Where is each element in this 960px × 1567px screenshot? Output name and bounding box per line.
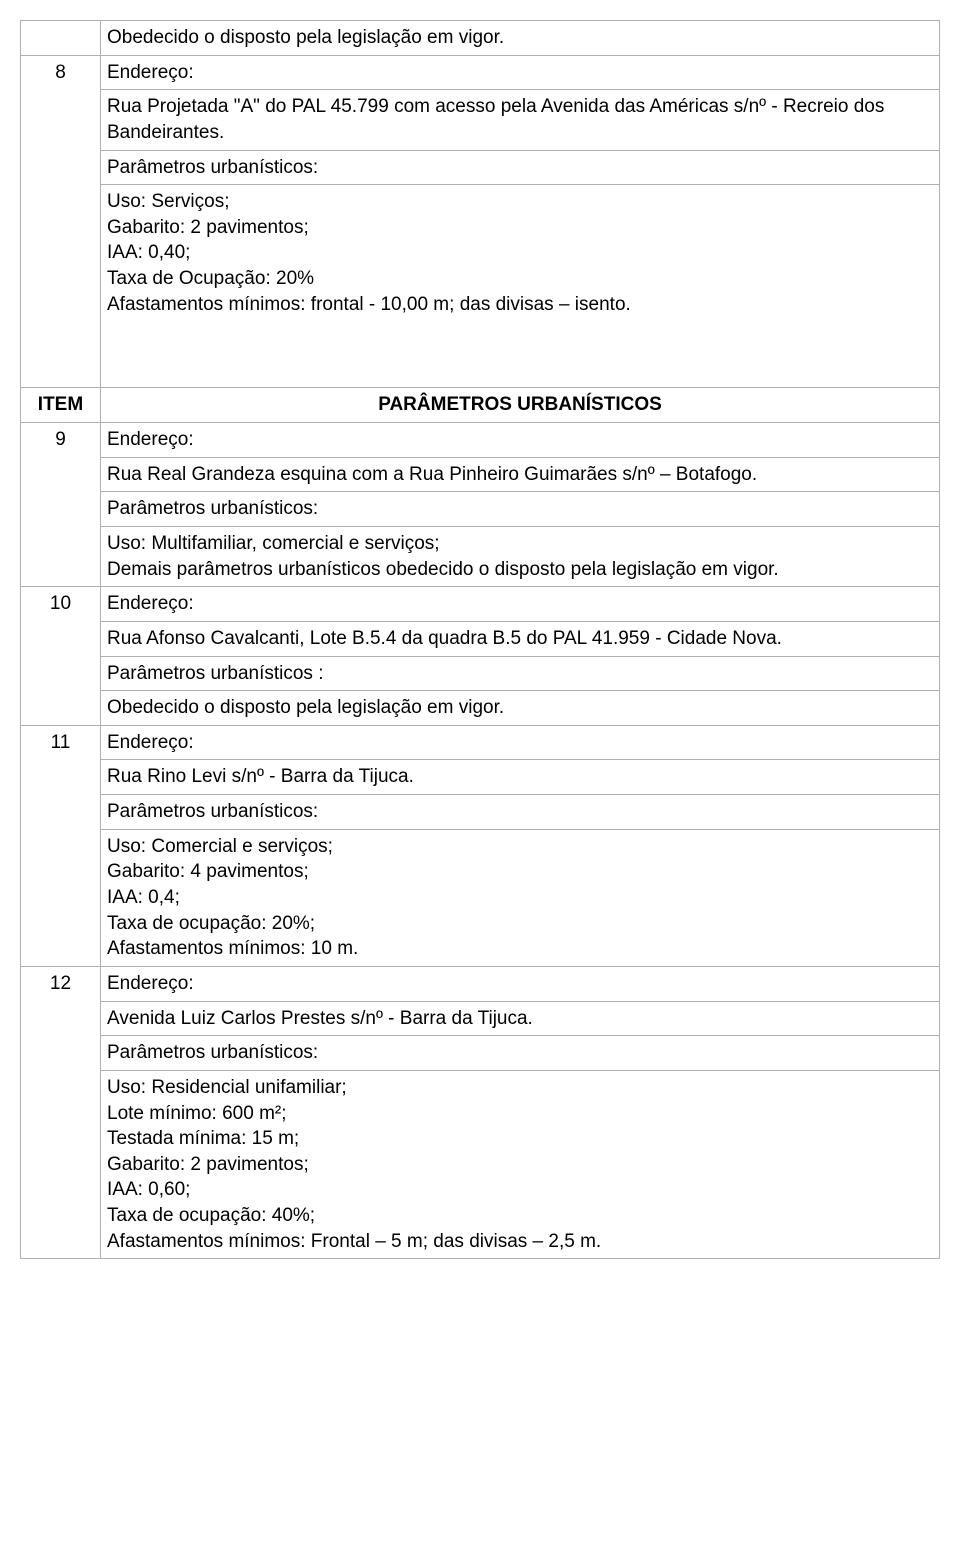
item12-params: Uso: Residencial unifamiliar; Lote mínim… xyxy=(101,1070,940,1258)
item10-param-label: Parâmetros urbanísticos : xyxy=(101,656,940,691)
item8-param-label: Parâmetros urbanísticos: xyxy=(101,150,940,185)
item10-params: Obedecido o disposto pela legislação em … xyxy=(101,691,940,726)
urbanistic-parameters-table: Obedecido o disposto pela legislação em … xyxy=(20,20,940,1259)
item-number-12: 12 xyxy=(21,966,101,1258)
item8-endereco-label: Endereço: xyxy=(101,55,940,90)
obedecido-row: Obedecido o disposto pela legislação em … xyxy=(101,21,940,56)
header-item: ITEM xyxy=(21,388,101,423)
item11-param-label: Parâmetros urbanísticos: xyxy=(101,795,940,830)
item11-endereco-label: Endereço: xyxy=(101,725,940,760)
item12-endereco-label: Endereço: xyxy=(101,966,940,1001)
item-number-10: 10 xyxy=(21,587,101,726)
item10-endereco: Rua Afonso Cavalcanti, Lote B.5.4 da qua… xyxy=(101,621,940,656)
item-number-9: 9 xyxy=(21,423,101,587)
item8-endereco: Rua Projetada "A" do PAL 45.799 com aces… xyxy=(101,90,940,150)
header-title: PARÂMETROS URBANÍSTICOS xyxy=(101,388,940,423)
item-number-11: 11 xyxy=(21,725,101,966)
item-number-8: 8 xyxy=(21,55,101,388)
item-number-empty xyxy=(21,21,101,56)
item12-endereco: Avenida Luiz Carlos Prestes s/nº - Barra… xyxy=(101,1001,940,1036)
item9-endereco-label: Endereço: xyxy=(101,423,940,458)
item11-endereco: Rua Rino Levi s/nº - Barra da Tijuca. xyxy=(101,760,940,795)
item10-endereco-label: Endereço: xyxy=(101,587,940,622)
item9-endereco: Rua Real Grandeza esquina com a Rua Pinh… xyxy=(101,457,940,492)
item9-param-label: Parâmetros urbanísticos: xyxy=(101,492,940,527)
item8-params: Uso: Serviços; Gabarito: 2 pavimentos; I… xyxy=(101,185,940,388)
item11-params: Uso: Comercial e serviços; Gabarito: 4 p… xyxy=(101,829,940,966)
item9-params: Uso: Multifamiliar, comercial e serviços… xyxy=(101,526,940,586)
item12-param-label: Parâmetros urbanísticos: xyxy=(101,1036,940,1071)
